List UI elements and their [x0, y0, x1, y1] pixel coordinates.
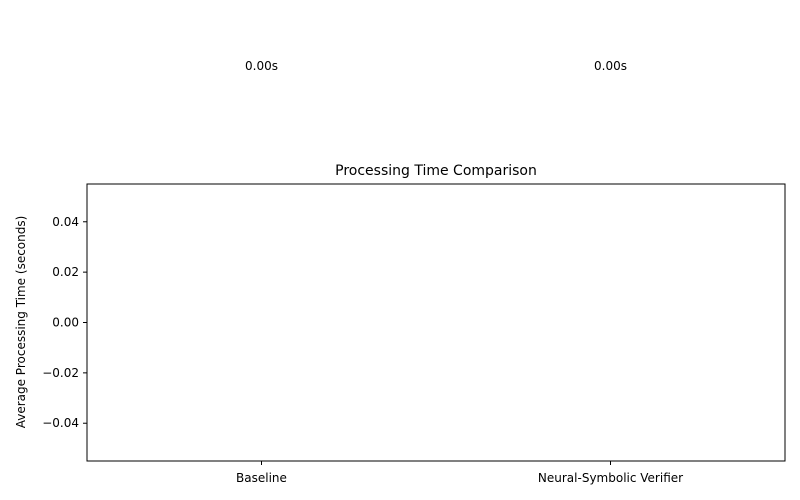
x-tick-label-0: Baseline [236, 471, 287, 485]
chart-title: Processing Time Comparison [335, 163, 537, 179]
data-label-1: 0.00s [594, 59, 627, 73]
y-tick-label-2: 0.00 [52, 316, 79, 330]
y-axis-ticks: 0.04 0.02 0.00 −0.02 −0.04 [42, 215, 87, 430]
x-axis-ticks: Baseline Neural-Symbolic Verifier [236, 461, 683, 485]
y-tick-label-0: 0.04 [52, 215, 79, 229]
y-tick-label-4: −0.04 [42, 416, 79, 430]
plot-area-frame [86, 183, 786, 462]
y-axis-label: Average Processing Time (seconds) [14, 216, 28, 429]
x-tick-label-1: Neural-Symbolic Verifier [538, 471, 683, 485]
data-label-0: 0.00s [245, 59, 278, 73]
data-labels-group: 0.00s 0.00s [245, 59, 627, 73]
y-tick-label-1: 0.02 [52, 265, 79, 279]
y-tick-label-3: −0.02 [42, 366, 79, 380]
